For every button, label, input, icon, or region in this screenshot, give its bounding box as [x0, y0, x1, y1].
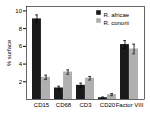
- svg-text:CD15: CD15: [34, 102, 50, 108]
- svg-text:2: 2: [19, 79, 23, 85]
- svg-text:% surface: % surface: [6, 39, 12, 66]
- svg-text:CD68: CD68: [56, 102, 72, 108]
- svg-text:Factor VIII: Factor VIII: [116, 102, 144, 108]
- svg-text:10: 10: [15, 8, 22, 14]
- svg-text:CD3: CD3: [79, 102, 92, 108]
- svg-text:R. conorii: R. conorii: [104, 20, 129, 26]
- svg-text:4: 4: [19, 61, 23, 67]
- svg-text:8: 8: [19, 26, 23, 32]
- svg-text:R. africae: R. africae: [104, 12, 130, 18]
- svg-text:6: 6: [19, 43, 23, 49]
- svg-text:CD20: CD20: [100, 102, 116, 108]
